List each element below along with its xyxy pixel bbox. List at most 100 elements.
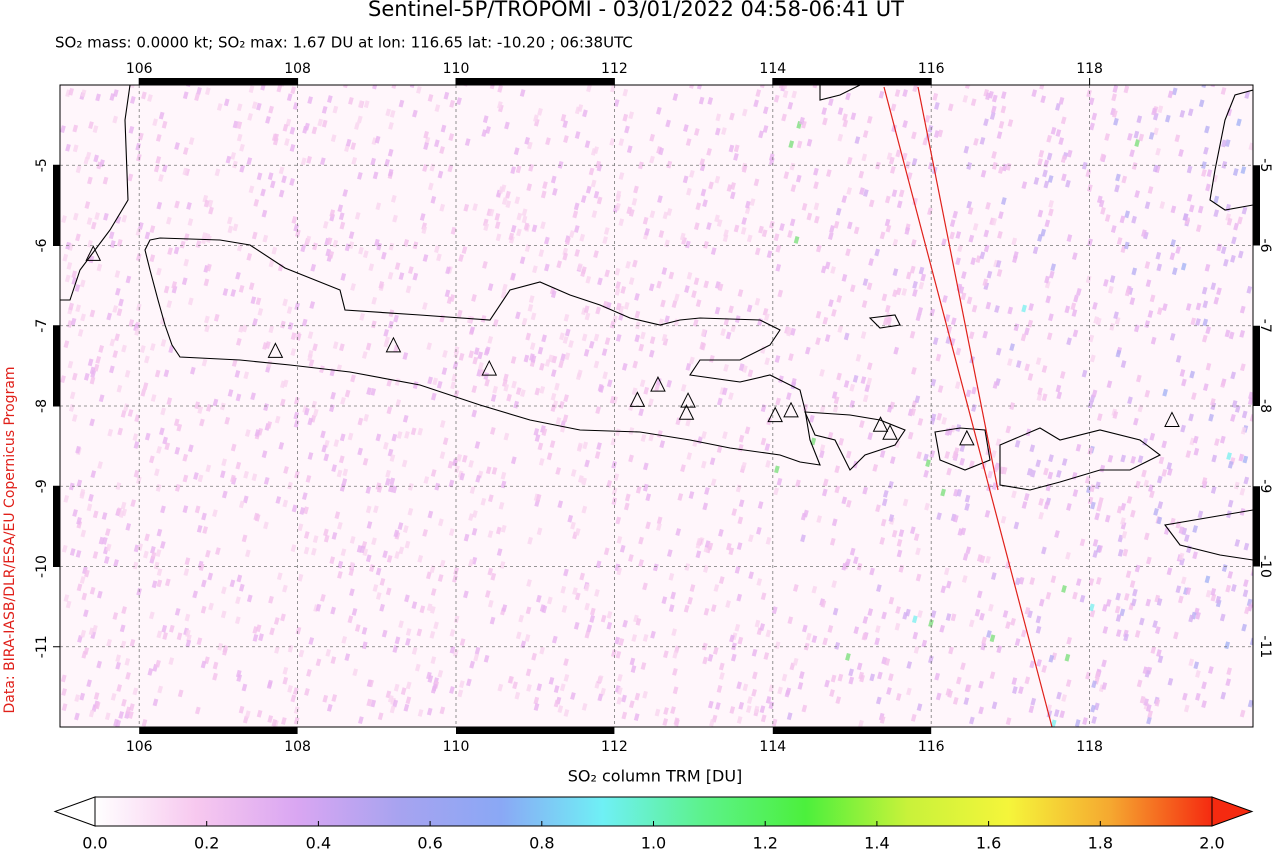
noise-pixel (748, 534, 754, 543)
noise-pixel (405, 696, 412, 705)
noise-pixel (947, 103, 954, 112)
noise-pixel (777, 686, 783, 695)
noise-pixel (311, 547, 317, 556)
noise-pixel (1178, 595, 1184, 604)
noise-pixel (882, 489, 889, 498)
noise-pixel (397, 522, 404, 530)
noise-pixel (764, 357, 771, 366)
noise-pixel (204, 315, 210, 324)
noise-pixel (1165, 114, 1171, 123)
noise-pixel (532, 265, 538, 274)
noise-pixel (643, 386, 650, 395)
noise-pixel (331, 694, 338, 702)
noise-pixel (1092, 538, 1099, 547)
noise-pixel (244, 429, 251, 437)
noise-pixel (827, 431, 834, 440)
noise-pixel (381, 251, 387, 260)
noise-pixel (632, 360, 639, 369)
noise-pixel (672, 650, 679, 659)
title: Sentinel-5P/TROPOMI - 03/01/2022 04:58-0… (368, 0, 904, 21)
noise-pixel (879, 231, 886, 240)
frame-band (53, 165, 60, 246)
noise-pixel (331, 464, 337, 473)
noise-pixel (305, 235, 312, 244)
noise-pixel (638, 161, 644, 170)
noise-pixel (112, 612, 119, 620)
noise-pixel (1203, 146, 1209, 155)
noise-pixel (656, 280, 662, 289)
noise-pixel (290, 544, 297, 553)
noise-pixel (971, 386, 977, 395)
noise-pixel (629, 700, 635, 709)
noise-pixel (822, 316, 829, 325)
noise-pixel (748, 571, 754, 580)
noise-pixel (968, 619, 975, 628)
noise-pixel (979, 136, 986, 145)
noise-pixel (1150, 646, 1157, 654)
noise-pixel (133, 469, 140, 478)
noise-pixel (981, 636, 987, 645)
noise-pixel (234, 616, 241, 625)
noise-pixel (1243, 579, 1249, 587)
noise-pixel (836, 295, 843, 303)
noise-pixel (648, 433, 655, 442)
noise-pixel (649, 210, 656, 219)
noise-pixel (615, 650, 622, 659)
noise-pixel (134, 414, 140, 423)
noise-pixel (77, 328, 84, 337)
noise-pixel (913, 533, 920, 542)
noise-pixel (181, 277, 188, 286)
noise-pixel (101, 512, 108, 520)
noise-pixel (990, 572, 997, 580)
noise-pixel (79, 279, 86, 288)
noise-pixel (516, 228, 522, 237)
noise-pixel (1120, 517, 1126, 525)
noise-pixel (782, 90, 789, 99)
noise-pixel (1241, 206, 1248, 215)
noise-pixel (411, 601, 418, 610)
noise-pixel (282, 666, 289, 675)
noise-pixel (590, 147, 597, 156)
noise-pixel (918, 281, 925, 290)
noise-pixel (115, 482, 122, 490)
noise-pixel (1131, 215, 1137, 224)
noise-pixel (679, 232, 686, 241)
noise-pixel (110, 692, 117, 701)
noise-pixel (81, 650, 88, 659)
noise-pixel (333, 439, 340, 448)
noise-pixel (774, 641, 781, 650)
noise-pixel (858, 671, 865, 680)
noise-pixel (115, 719, 121, 727)
noise-pixel (995, 259, 1002, 268)
noise-pixel (342, 468, 349, 477)
noise-pixel (1178, 552, 1185, 561)
noise-pixel (713, 584, 720, 592)
noise-pixel (846, 221, 853, 230)
noise-pixel (310, 263, 317, 272)
noise-pixel (783, 171, 790, 180)
noise-pixel (261, 209, 268, 218)
noise-pixel (119, 624, 126, 633)
noise-pixel (789, 218, 796, 227)
noise-pixel (321, 444, 328, 453)
noise-pixel (1214, 438, 1220, 447)
noise-pixel (815, 310, 822, 319)
noise-pixel (272, 137, 279, 146)
frame-band (1253, 325, 1260, 406)
noise-pixel (765, 460, 771, 468)
noise-pixel (1129, 580, 1136, 588)
noise-pixel (526, 579, 532, 587)
noise-pixel (1088, 97, 1095, 106)
noise-pixel (236, 133, 243, 142)
noise-pixel (289, 144, 296, 152)
noise-pixel (860, 331, 867, 339)
noise-pixel (434, 139, 440, 148)
noise-pixel (941, 238, 947, 247)
noise-pixel (516, 212, 523, 221)
noise-pixel (1041, 546, 1047, 555)
noise-pixel (978, 706, 984, 715)
noise-pixel (868, 258, 874, 266)
noise-pixel (1130, 456, 1136, 464)
noise-pixel (628, 454, 634, 463)
noise-pixel (723, 229, 729, 238)
